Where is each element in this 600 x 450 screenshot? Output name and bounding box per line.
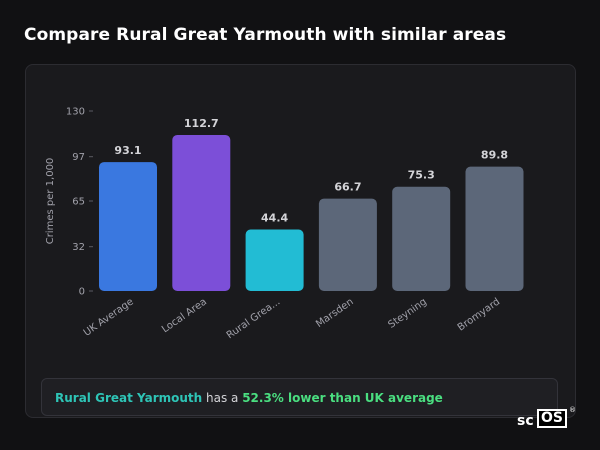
- x-tick-label-5: Bromyard: [456, 296, 502, 333]
- bar-value-label-2: 44.4: [261, 212, 288, 225]
- x-tick-label-0: UK Average: [82, 296, 136, 338]
- y-tick-label-2: 65: [72, 197, 85, 208]
- y-tick-label-3: 97: [72, 152, 85, 163]
- y-tick-label-4: 130: [66, 107, 85, 118]
- summary-box: Rural Great Yarmouth has a 52.3% lower t…: [41, 378, 558, 416]
- y-tick-label-0: 0: [79, 287, 85, 298]
- logo-sc-text: sc: [517, 413, 534, 429]
- bar-value-label-0: 93.1: [114, 144, 141, 157]
- summary-comparison: 52.3% lower than UK average: [242, 391, 443, 405]
- y-axis-label: Crimes per 1,000: [45, 158, 56, 245]
- bar-value-label-1: 112.7: [184, 117, 219, 130]
- x-tick-label-2: Rural Grea...: [225, 296, 283, 341]
- bar-value-label-4: 75.3: [408, 169, 435, 182]
- x-tick-label-1: Local Area: [160, 296, 209, 335]
- bar-value-label-3: 66.7: [334, 181, 361, 194]
- logo-registered-mark: ®: [569, 406, 576, 414]
- bar-3: [318, 198, 377, 291]
- x-tick-label-3: Marsden: [314, 296, 355, 330]
- logo-os-text: OS: [537, 409, 567, 428]
- bar-4: [392, 186, 451, 291]
- bar-5: [465, 166, 524, 291]
- page-title: Compare Rural Great Yarmouth with simila…: [24, 25, 507, 45]
- summary-area-name: Rural Great Yarmouth: [55, 391, 203, 405]
- bar-0: [99, 162, 157, 291]
- scos-logo: sc OS ®: [517, 406, 576, 430]
- y-tick-label-1: 32: [72, 242, 85, 253]
- summary-connector: has a: [202, 391, 243, 405]
- bar-value-label-5: 89.8: [481, 149, 508, 162]
- bar-2: [245, 229, 304, 291]
- bar-1: [172, 134, 231, 291]
- x-tick-label-4: Steyning: [386, 296, 428, 330]
